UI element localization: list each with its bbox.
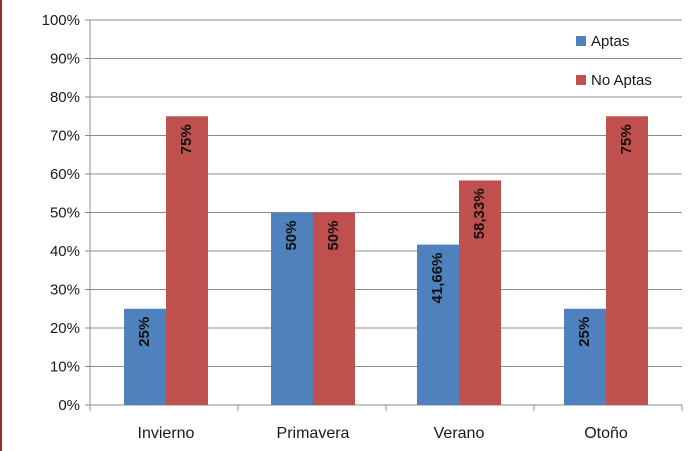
x-tick-label: Invierno [138, 425, 195, 442]
data-label: 25% [136, 317, 153, 347]
y-tick-label: 10% [50, 359, 80, 376]
legend-label: No Aptas [591, 72, 652, 89]
data-label: 50% [283, 221, 300, 251]
y-tick-label: 30% [50, 282, 80, 299]
bar-aptas [564, 308, 606, 405]
data-label: 41,66% [429, 253, 446, 304]
axes: 0% 10% 20% 30% 40% 50% 60% 70% 80% 90% 100% Inviern… [42, 12, 683, 442]
y-tick-label: 20% [50, 320, 80, 337]
data-label: 75% [178, 124, 195, 154]
y-tick-label: 60% [50, 166, 80, 183]
y-tick-label: 100% [42, 12, 80, 29]
bar-aptas [124, 308, 166, 405]
y-tick-label: 0% [58, 397, 80, 414]
bar-no-aptas [606, 116, 648, 405]
x-tick-label: Otoño [584, 425, 628, 442]
legend-swatch [576, 75, 586, 85]
data-label: 50% [325, 221, 342, 251]
data-label: 58,33% [471, 188, 488, 239]
bars [124, 116, 648, 405]
legend-swatch [576, 36, 586, 46]
bar-aptas [271, 212, 313, 405]
data-labels: 25% 50% 41,66% 25% 75% 50% 58,33% 75% [136, 124, 635, 347]
data-label: 75% [618, 124, 635, 154]
bar-no-aptas [459, 180, 501, 405]
y-tick-label: 50% [50, 205, 80, 222]
legend: Aptas No Aptas [576, 33, 652, 89]
x-tick-label: Primavera [277, 425, 350, 442]
y-tick-label: 70% [50, 128, 80, 145]
x-tick-label: Verano [434, 425, 485, 442]
y-tick-label: 80% [50, 89, 80, 106]
bar-no-aptas [313, 212, 355, 405]
bar-no-aptas [166, 116, 208, 405]
y-tick-label: 90% [50, 51, 80, 68]
bar-aptas [417, 244, 459, 405]
y-tick-label: 40% [50, 243, 80, 260]
legend-label: Aptas [591, 33, 629, 50]
data-label: 25% [576, 317, 593, 347]
